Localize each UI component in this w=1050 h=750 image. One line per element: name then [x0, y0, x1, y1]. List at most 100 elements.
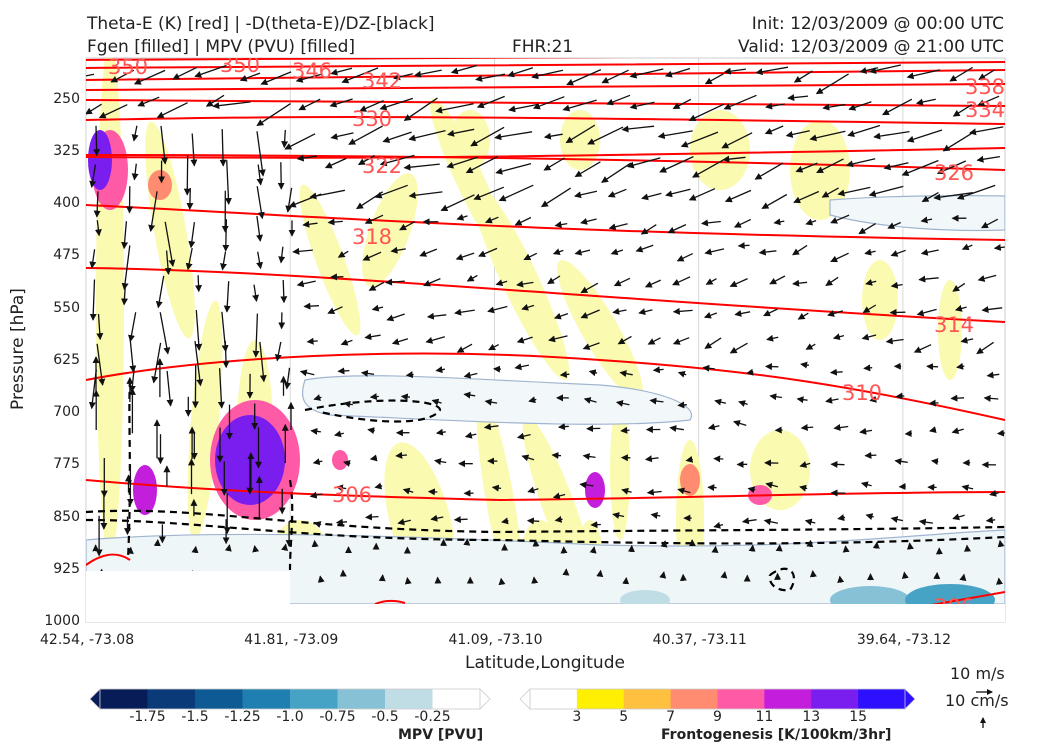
wind-vector [374, 184, 408, 199]
theta-e-contour-label: 338 [965, 75, 1005, 99]
wind-vector [961, 243, 973, 251]
wind-vector [704, 337, 722, 349]
wind-vector [832, 333, 845, 341]
wind-vector [224, 544, 232, 552]
wind-vector [800, 361, 809, 369]
wind-vector [936, 160, 967, 175]
y-axis-label: Pressure [hPa] [8, 288, 28, 410]
wind-vector [769, 275, 786, 285]
wind-vector [869, 64, 902, 74]
fgen-fill [362, 173, 418, 287]
wind-vector [816, 158, 844, 174]
wind-vector [981, 306, 1003, 313]
wind-vector [408, 191, 443, 199]
wind-vector [797, 312, 809, 320]
fgen-fill [88, 130, 112, 190]
wind-vector [531, 69, 564, 80]
wind-vector [93, 125, 101, 157]
wind-vector [635, 244, 654, 253]
wind-vector [815, 73, 849, 95]
wind-vector [795, 162, 818, 173]
wind-vector [680, 131, 719, 148]
wind-vector [423, 278, 441, 287]
wind-vector [830, 214, 850, 224]
wind-vector [837, 186, 871, 197]
wind-vector [337, 367, 350, 375]
wind-vector [685, 455, 694, 463]
wind-vector [809, 130, 846, 142]
wind-vector [711, 545, 719, 554]
wind-vector [989, 489, 999, 497]
wind-vector [978, 69, 995, 80]
wind-vector [646, 488, 662, 496]
wind-vector [929, 426, 937, 434]
wind-vector [589, 546, 597, 554]
wind-vector [652, 366, 664, 374]
wind-vector [527, 486, 539, 494]
wind-vector [773, 218, 785, 226]
wind-vector [378, 574, 386, 582]
wind-vector [657, 130, 693, 140]
wind-vector [426, 312, 447, 320]
wind-vector [638, 308, 653, 316]
wind-vector [890, 249, 906, 257]
wind-vector [498, 577, 506, 586]
wind-vector [475, 73, 506, 82]
wind-vector [702, 364, 715, 372]
wind-vector [374, 482, 383, 490]
wind-vector [543, 132, 563, 140]
wind-vector [956, 362, 965, 370]
fgen-fill [133, 465, 157, 515]
wind-vector [976, 341, 994, 355]
wind-vector [901, 159, 939, 176]
wind-vector [763, 308, 778, 317]
wind-vector [365, 513, 379, 521]
y-tick-label: 400 [53, 195, 80, 212]
wind-vector [120, 283, 128, 306]
wind-vector [629, 101, 655, 110]
fgen-fill [470, 180, 570, 380]
wind-vector [382, 131, 412, 143]
wind-vector [195, 275, 203, 293]
wind-vector [951, 427, 964, 435]
wind-vector [894, 458, 908, 465]
wind-vector [926, 363, 939, 371]
wind-vector [133, 69, 166, 85]
mpv-region [301, 375, 693, 425]
wind-vector [464, 431, 477, 439]
wind-vector [918, 518, 933, 526]
wind-vector [155, 275, 165, 309]
wind-vector [478, 247, 498, 257]
wind-vector [916, 308, 937, 317]
wind-vector [883, 162, 909, 171]
fgen-fill [690, 110, 750, 190]
wind-vector [865, 513, 874, 520]
wind-vector [825, 276, 839, 286]
wind-vector [860, 481, 872, 489]
wind-vector [862, 304, 877, 314]
theta-e-contour [86, 147, 1005, 159]
theta-e-contour-label: 334 [965, 98, 1005, 122]
fgen-colorbar-tick: 5 [619, 709, 629, 725]
fgen-colorbar-title: Frontogenesis [K/100km/3hr] [661, 727, 892, 743]
wind-vector [950, 394, 965, 402]
wind-vector [986, 371, 1000, 379]
wind-vector [306, 337, 318, 345]
fgen-fill [148, 170, 172, 200]
wind-vector [296, 280, 316, 288]
wind-vector [723, 67, 746, 75]
wind-vector [918, 275, 939, 283]
wind-vector [705, 278, 717, 285]
wind-vector [558, 423, 569, 431]
wind-vector [190, 133, 198, 167]
wind-vector [906, 542, 914, 550]
wind-vector [212, 101, 251, 110]
wind-vector [367, 427, 375, 435]
theta-e-contour [86, 99, 1005, 107]
wind-vector [667, 224, 687, 234]
theta-e-contour-label: 322 [362, 154, 402, 178]
wind-vector [761, 193, 788, 209]
wind-vector [360, 369, 375, 377]
wind-vector [516, 432, 531, 440]
wind-vector [861, 333, 877, 341]
